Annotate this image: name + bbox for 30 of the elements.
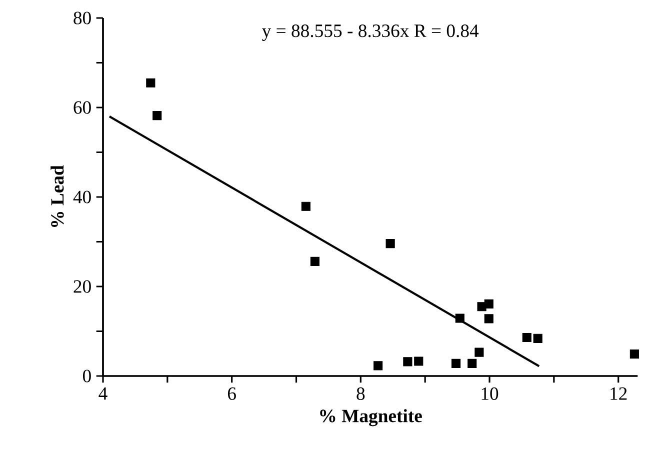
point [533,334,542,343]
point [468,358,477,368]
point [403,357,412,366]
y-tick-label: 80 [74,12,91,24]
x-tick-label: 6 [228,387,236,400]
x-tick-label: 12 [610,387,627,400]
x-axis-title: % Magnetite [320,409,422,426]
annotation: y = 88.555 - 8.336x R = 0.84 [262,24,479,41]
point [484,314,494,324]
point [374,361,383,370]
x-tick-label: 8 [356,387,365,400]
point [484,299,494,308]
point [152,111,162,120]
point [451,358,461,368]
y-tick-label: 20 [74,280,91,293]
point [455,314,464,323]
y-tick-label: 0 [83,370,91,382]
point [522,332,532,342]
point [386,239,395,248]
y-tick-label: 40 [73,190,91,204]
y-tick-label: 60 [74,101,91,114]
point [146,78,156,88]
x-tick-label: 4 [98,387,108,400]
point [630,350,639,359]
point [310,256,320,266]
y-axis-title: % Lead [50,165,64,227]
x-tick-label: 10 [482,387,498,400]
point [414,356,424,366]
point [474,348,484,357]
point [301,202,310,211]
